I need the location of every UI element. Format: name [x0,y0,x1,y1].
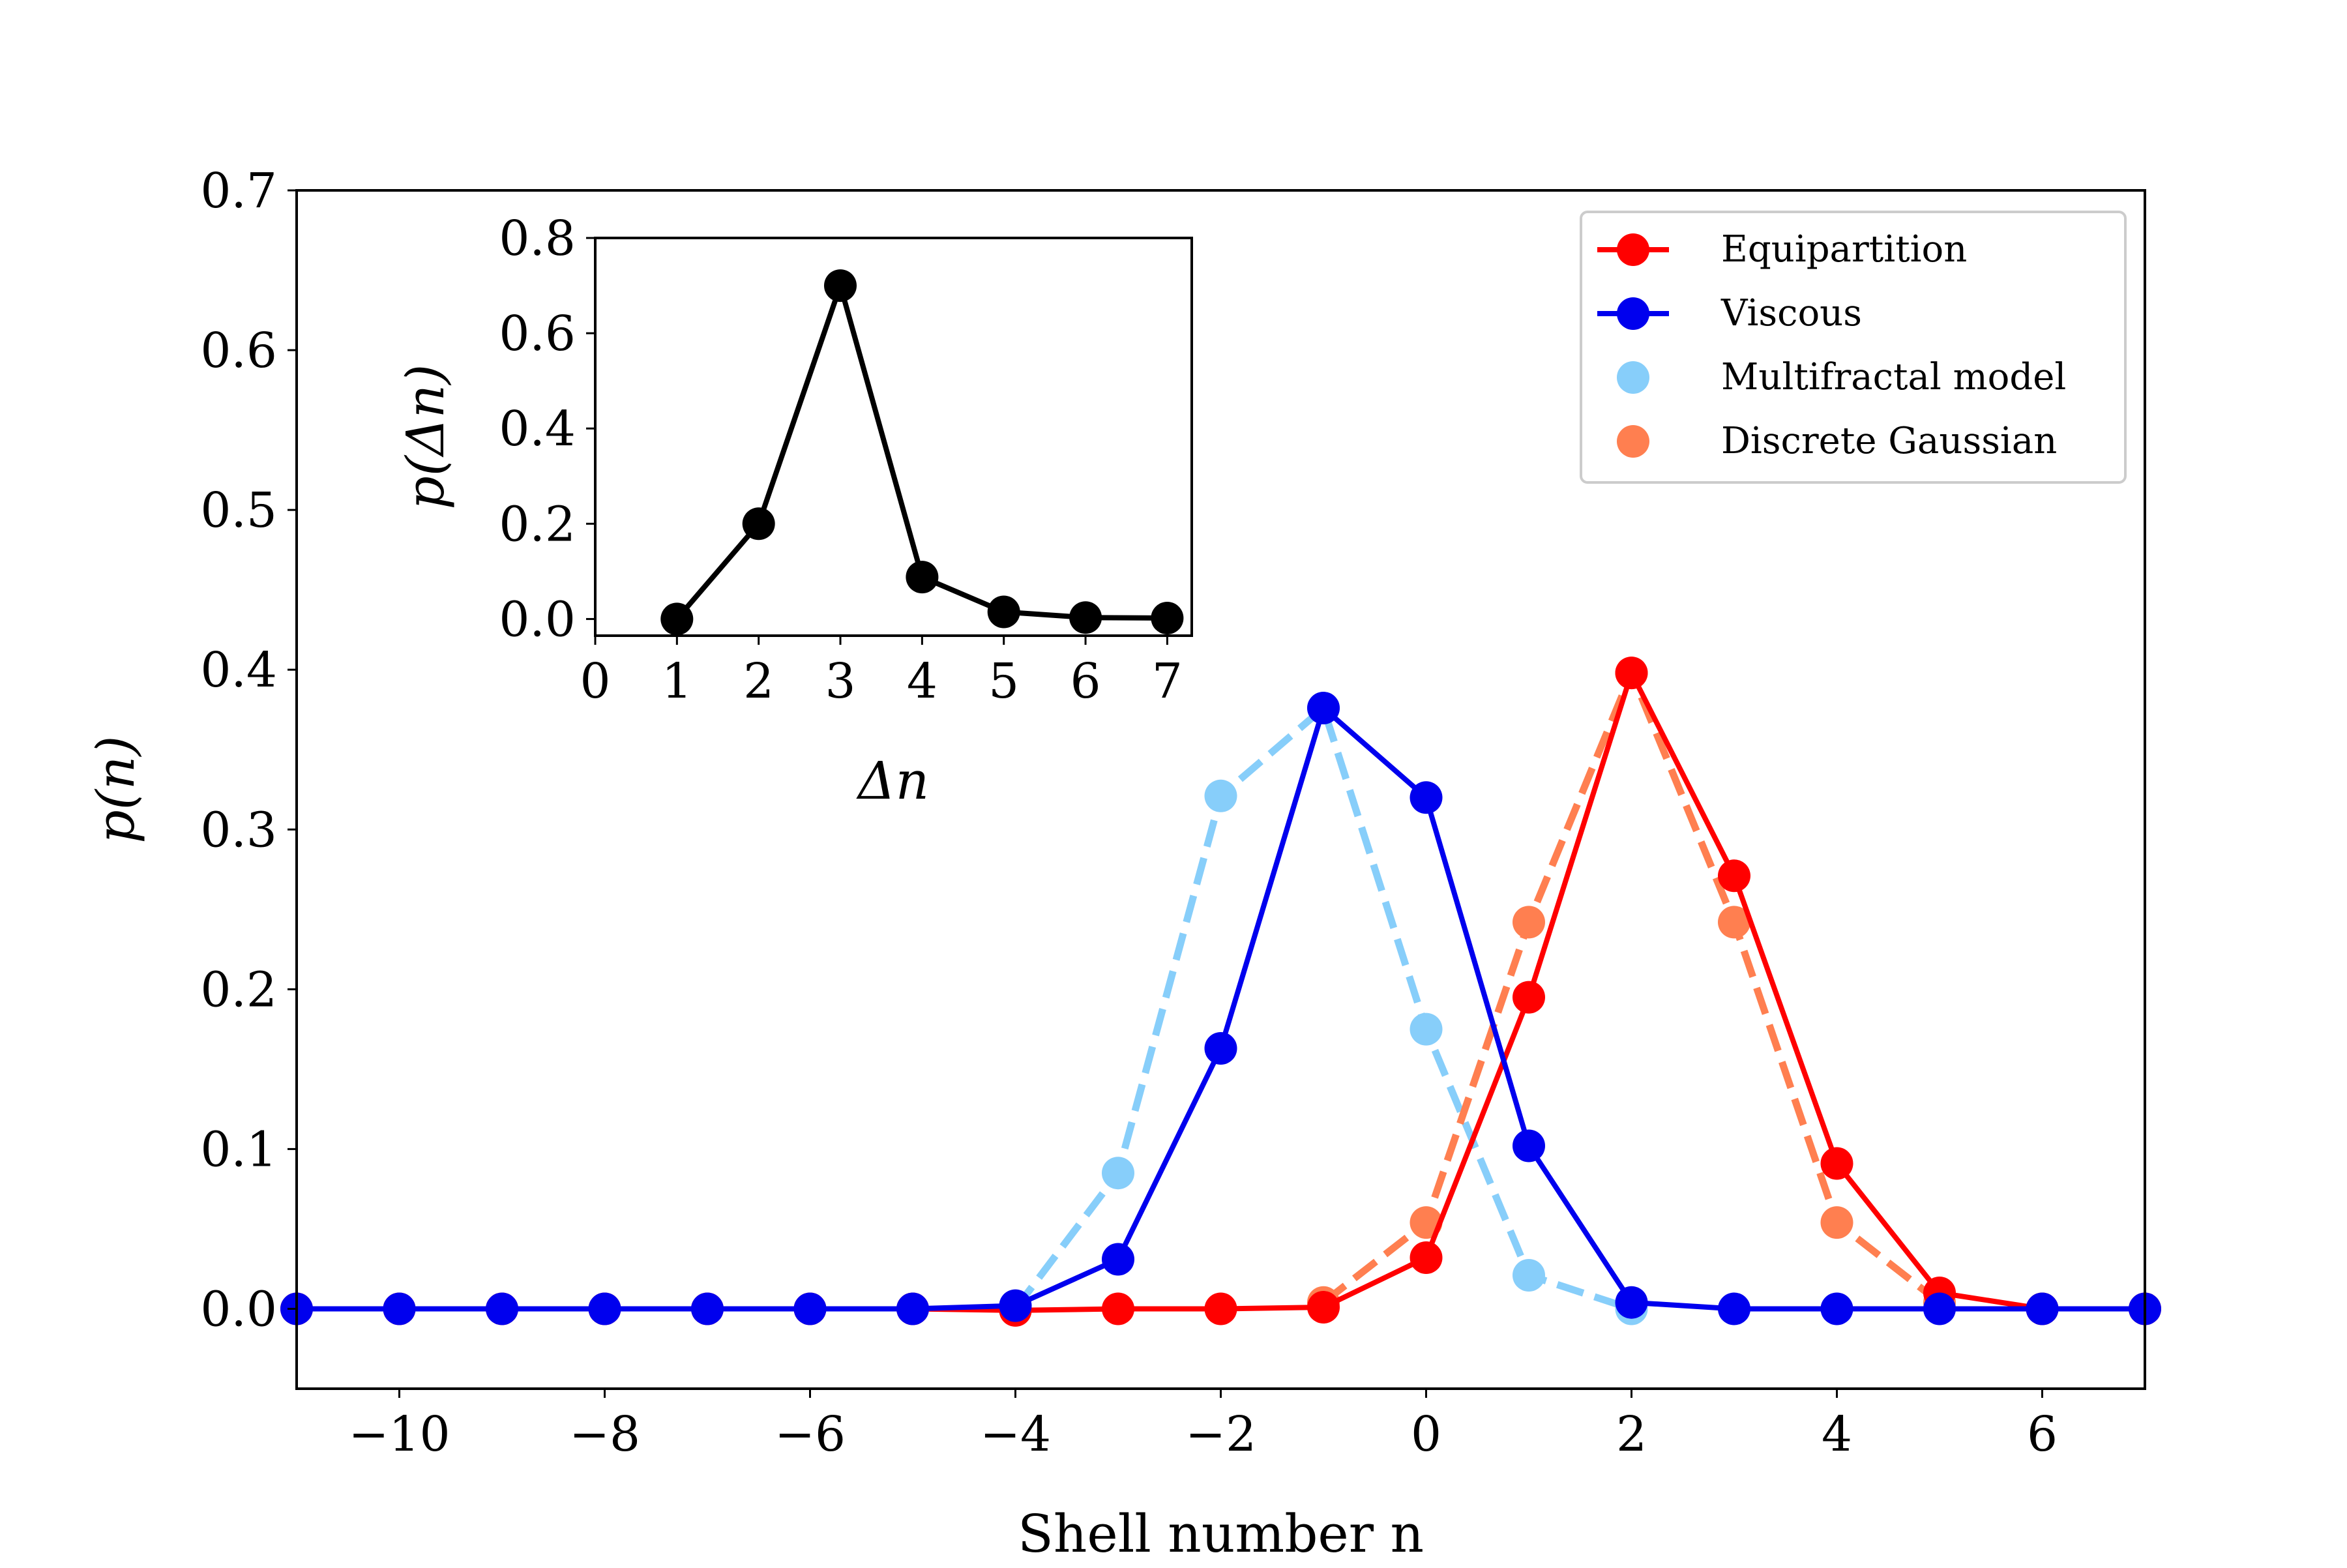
legend-marker [1617,297,1649,330]
x-tick-label: −6 [775,1406,846,1462]
inset-x-tick-label: 5 [988,653,1019,709]
legend-marker [1617,425,1649,458]
data-point-viscous [896,1292,929,1325]
inset-x-tick-label: 3 [825,653,855,709]
data-point-viscous [2026,1292,2059,1325]
data-point-equipartition [1513,981,1545,1014]
data-point-discrete-gaussian [1820,1206,1853,1239]
y-tick-label: 0.4 [200,642,277,698]
inset-data-point [906,561,939,594]
data-point-viscous [1820,1292,1853,1325]
data-point-viscous [1102,1243,1134,1276]
legend-label: Viscous [1720,292,1862,334]
x-tick-label: −8 [569,1406,640,1462]
x-tick-label: −4 [980,1406,1051,1462]
inset-data-point [1151,602,1184,634]
data-point-viscous [1718,1292,1750,1325]
legend-label: Equipartition [1721,228,1967,271]
inset-data-point [1069,601,1102,634]
data-point-multifractal-model [1102,1157,1134,1190]
x-axis-label: Shell number n [1018,1503,1424,1564]
y-tick-label: 0.0 [200,1281,277,1337]
inset-axes-frame [594,237,1193,637]
data-point-viscous [1204,1032,1237,1065]
y-tick-label: 0.2 [200,962,277,1018]
legend-label: Discrete Gaussian [1721,420,2057,462]
data-point-viscous [691,1292,724,1325]
inset-x-tick-label: 4 [907,653,937,709]
data-point-equipartition [1204,1292,1237,1325]
data-point-viscous [1513,1129,1545,1162]
y-tick-label: 0.7 [200,163,277,219]
inset-y-tick-label: 0.4 [499,401,576,457]
inset-data-point [742,507,775,540]
x-tick-label: 4 [1822,1406,1852,1462]
legend: Equipartition Viscous Multifractal model Di… [1580,211,2127,484]
legend-label: Multifractal model [1721,356,2066,398]
inset-data-point [660,602,694,636]
data-point-discrete-gaussian [1718,906,1750,939]
data-point-equipartition [1102,1292,1134,1325]
inset-x-tick-label: 6 [1070,653,1101,709]
inset-y-tick-label: 0.6 [499,306,576,362]
data-point-viscous [1923,1292,1956,1325]
y-tick-label: 0.1 [200,1121,277,1177]
y-axis-label: p(n) [85,735,146,843]
inset-x-tick-label: 0 [580,653,610,709]
x-tick-label: 2 [1616,1406,1647,1462]
main-series-layer [280,657,2161,1327]
inset-y-tick-label: 0.8 [499,211,576,267]
y-tick-label: 0.3 [200,802,277,858]
data-point-viscous [793,1292,827,1325]
data-point-viscous [383,1292,416,1325]
inset-data-point [824,269,857,303]
inset-x-tick-label: 7 [1152,653,1183,709]
data-point-viscous [486,1292,518,1325]
data-point-equipartition [1615,657,1648,690]
inset-x-axis-label: Δn [856,750,929,811]
inset-y-axis-label: p(Δn) [395,364,456,510]
x-tick-label: 0 [1411,1406,1441,1462]
data-point-multifractal-model [1513,1259,1545,1292]
inset-plot: 0 1 2 3 4 5 6 7 0.0 0.2 0.4 0.6 0.8 Δn p(Δn) [395,211,1193,811]
data-point-viscous [1615,1286,1648,1319]
data-point-viscous [1410,781,1443,814]
data-point-multifractal-model [1410,1013,1443,1046]
data-point-equipartition [1718,859,1750,893]
inset-y-tick-label: 0.0 [499,591,576,647]
x-tick-label: −2 [1185,1406,1256,1462]
data-point-equipartition [1307,1291,1340,1324]
data-point-viscous [999,1289,1032,1322]
x-tick-label: 6 [2027,1406,2058,1462]
legend-marker [1617,361,1649,394]
data-point-discrete-gaussian [1513,906,1545,939]
data-point-viscous [588,1292,621,1325]
data-point-viscous [1307,692,1340,724]
inset-y-tick-label: 0.2 [499,496,576,552]
inset-x-tick-label: 1 [662,653,692,709]
series-line-equipartition [297,670,2145,1313]
legend-marker [1617,233,1649,266]
y-tick-label: 0.5 [200,482,277,539]
data-point-equipartition [1820,1147,1853,1180]
x-tick-label: −10 [348,1406,450,1462]
y-tick-label: 0.6 [200,323,277,379]
legend-box [1580,211,2127,484]
inset-x-tick-label: 2 [743,653,774,709]
inset-data-point [987,595,1020,629]
main-plot-frame: −10 −8 −6 −4 −2 0 2 4 6 0.0 0.1 0.2 0.3 0.4 0.5 0.6 0.7 S… [85,163,2146,1564]
data-point-multifractal-model [1204,779,1237,812]
data-point-equipartition [1410,1241,1443,1274]
